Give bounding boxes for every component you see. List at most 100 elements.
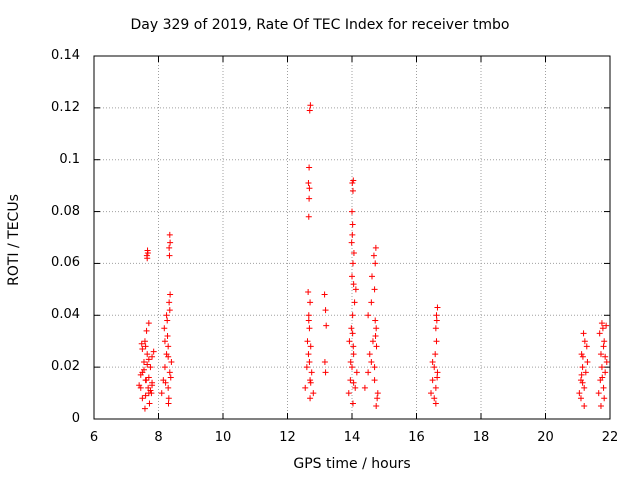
data-point (366, 351, 373, 358)
data-point (144, 351, 151, 358)
data-point (374, 390, 381, 397)
y-tick-label: 0.08 (51, 203, 80, 219)
data-point (306, 107, 313, 114)
data-point (584, 358, 591, 365)
x-tick-label: 20 (537, 430, 554, 445)
y-tick-label: 0.02 (51, 359, 80, 375)
data-point (350, 343, 357, 350)
data-point (431, 364, 438, 371)
data-point (372, 260, 379, 267)
data-point (304, 338, 311, 345)
data-point (165, 384, 172, 391)
data-point (349, 180, 356, 187)
data-point (353, 369, 360, 376)
data-point (145, 356, 152, 363)
data-point (597, 351, 604, 358)
data-point (371, 364, 378, 371)
data-point (168, 358, 175, 365)
data-point (144, 255, 151, 262)
data-point (347, 377, 354, 384)
data-point (598, 320, 605, 327)
data-point (432, 384, 439, 391)
x-tick-label: 22 (601, 430, 619, 445)
data-point (349, 330, 356, 337)
data-point (350, 250, 357, 257)
x-tick-label: 12 (279, 430, 296, 445)
x-axis-label: GPS time / hours (293, 456, 411, 472)
data-point (429, 377, 436, 384)
data-point (349, 260, 356, 267)
data-point (137, 371, 144, 378)
data-point (165, 395, 172, 402)
data-point (145, 384, 152, 391)
data-point (348, 325, 355, 332)
data-point (580, 330, 587, 337)
data-point (350, 177, 357, 184)
data-point (145, 374, 152, 381)
data-point (350, 351, 357, 358)
data-point (305, 351, 312, 358)
data-point (581, 384, 588, 391)
data-point (165, 400, 172, 407)
data-point (164, 333, 171, 340)
data-point (603, 322, 610, 329)
x-tick-label: 6 (89, 430, 99, 445)
y-tick-label: 0.14 (51, 48, 80, 63)
data-point (582, 369, 589, 376)
data-point (308, 369, 315, 376)
data-point (144, 250, 151, 257)
data-point (603, 358, 610, 365)
data-point (371, 286, 378, 293)
data-point (306, 185, 313, 192)
data-point (597, 403, 604, 410)
data-point (307, 377, 314, 384)
data-point (307, 299, 314, 306)
data-point (161, 325, 168, 332)
data-point (581, 338, 588, 345)
data-point (307, 379, 314, 386)
data-point (428, 390, 435, 397)
data-point (140, 358, 147, 365)
data-point (149, 382, 156, 389)
data-point (349, 312, 356, 319)
data-point (306, 325, 313, 332)
data-point (599, 374, 606, 381)
data-point (161, 364, 168, 371)
y-tick-label: 0.06 (51, 255, 80, 271)
data-point (598, 364, 605, 371)
data-point (602, 353, 609, 360)
data-point (167, 374, 174, 381)
data-point (432, 400, 439, 407)
data-point (373, 343, 380, 350)
y-tick-label: 0.1 (59, 151, 80, 167)
y-tick-label: 0.12 (51, 99, 80, 115)
data-point (321, 358, 328, 365)
data-point (143, 377, 150, 384)
data-point (579, 353, 586, 360)
data-point (141, 405, 148, 412)
data-point (305, 180, 312, 187)
data-point (373, 403, 380, 410)
data-point (348, 239, 355, 246)
data-point (162, 379, 169, 386)
x-tick-label: 16 (408, 430, 425, 445)
data-point (433, 317, 440, 324)
data-point (144, 361, 151, 368)
data-point (349, 208, 355, 215)
data-point (306, 164, 313, 171)
data-point (577, 395, 584, 402)
data-point (372, 333, 379, 340)
data-point (578, 371, 585, 378)
data-point (369, 338, 376, 345)
x-tick-label: 10 (214, 430, 232, 445)
data-point (350, 379, 357, 386)
data-point (351, 299, 358, 306)
data-point (142, 343, 149, 350)
data-point (373, 325, 380, 332)
data-point (368, 299, 375, 306)
chart-title: Day 329 of 2019, Rate Of TEC Index for r… (130, 17, 510, 33)
data-point (306, 358, 313, 365)
data-point (434, 369, 441, 376)
data-point (163, 312, 170, 319)
